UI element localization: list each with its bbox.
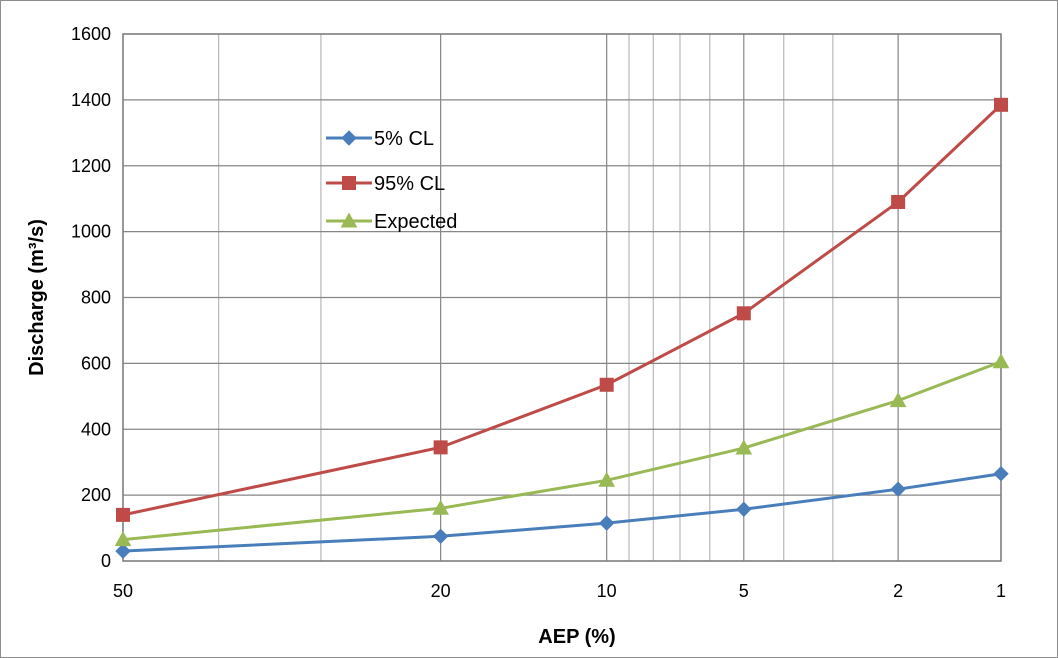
- series-line: [122, 360, 1002, 542]
- series-line: [122, 472, 1002, 553]
- series-3: [114, 353, 1010, 547]
- x-axis-title: AEP (%): [538, 626, 615, 648]
- legend-label: 5% CL: [374, 128, 434, 150]
- data-point-triangle: [114, 531, 132, 547]
- major-gridlines: [122, 33, 1002, 562]
- x-tick-label: 1: [996, 581, 1006, 601]
- data-point-triangle: [889, 392, 907, 408]
- legend-label: 95% CL: [374, 173, 445, 195]
- data-point-triangle: [432, 499, 449, 515]
- x-tick-label: 5: [739, 581, 749, 601]
- x-tick-label: 10: [597, 581, 617, 601]
- legend-entry: Expected: [326, 211, 457, 233]
- data-point-square: [342, 176, 356, 190]
- series-2: [116, 97, 1008, 522]
- x-axis-ticks: 50 20 10 5 2 1: [113, 581, 1006, 601]
- data-point-diamond: [432, 528, 449, 545]
- x-tick-label: 20: [431, 581, 451, 601]
- data-point-triangle: [735, 439, 753, 455]
- data-point-square: [994, 97, 1008, 112]
- plot-area-frame: [122, 33, 1002, 562]
- data-point-square: [891, 194, 906, 209]
- data-point-diamond: [115, 543, 131, 559]
- y-tick-label: 1000: [71, 222, 111, 242]
- data-point-diamond: [598, 515, 615, 531]
- y-tick-label: 1600: [71, 24, 111, 44]
- data-point-diamond: [890, 481, 906, 497]
- data-point-square: [433, 440, 448, 455]
- data-point-triangle: [992, 353, 1010, 369]
- series-1: [115, 466, 1009, 559]
- y-axis-title: Discharge (m³/s): [26, 219, 48, 376]
- legend-entry: 95% CL: [326, 173, 445, 195]
- y-tick-label: 0: [101, 551, 111, 571]
- data-point-diamond: [736, 501, 752, 517]
- y-tick-label: 1400: [71, 90, 111, 110]
- x-tick-label: 2: [893, 581, 903, 601]
- y-tick-label: 200: [81, 485, 111, 505]
- legend-label: Expected: [374, 211, 457, 233]
- y-axis-ticks: 0 200 400 600 800 1000 1200 1400 1600: [71, 24, 111, 571]
- legend: 5% CL 95% CL Expected: [326, 128, 457, 233]
- data-point-square: [116, 507, 130, 522]
- legend-entry: 5% CL: [326, 128, 434, 150]
- y-tick-label: 800: [81, 288, 111, 308]
- y-tick-label: 400: [81, 419, 111, 439]
- x-tick-label: 50: [113, 581, 133, 601]
- data-point-diamond: [341, 130, 357, 146]
- y-tick-label: 600: [81, 353, 111, 373]
- data-point-square: [599, 377, 614, 392]
- data-point-square: [736, 306, 751, 321]
- series-layer: [114, 97, 1010, 559]
- y-tick-label: 1200: [71, 156, 111, 176]
- data-point-triangle: [340, 212, 358, 228]
- data-point-diamond: [993, 466, 1009, 482]
- data-point-triangle: [598, 471, 616, 487]
- series-line: [122, 103, 1003, 517]
